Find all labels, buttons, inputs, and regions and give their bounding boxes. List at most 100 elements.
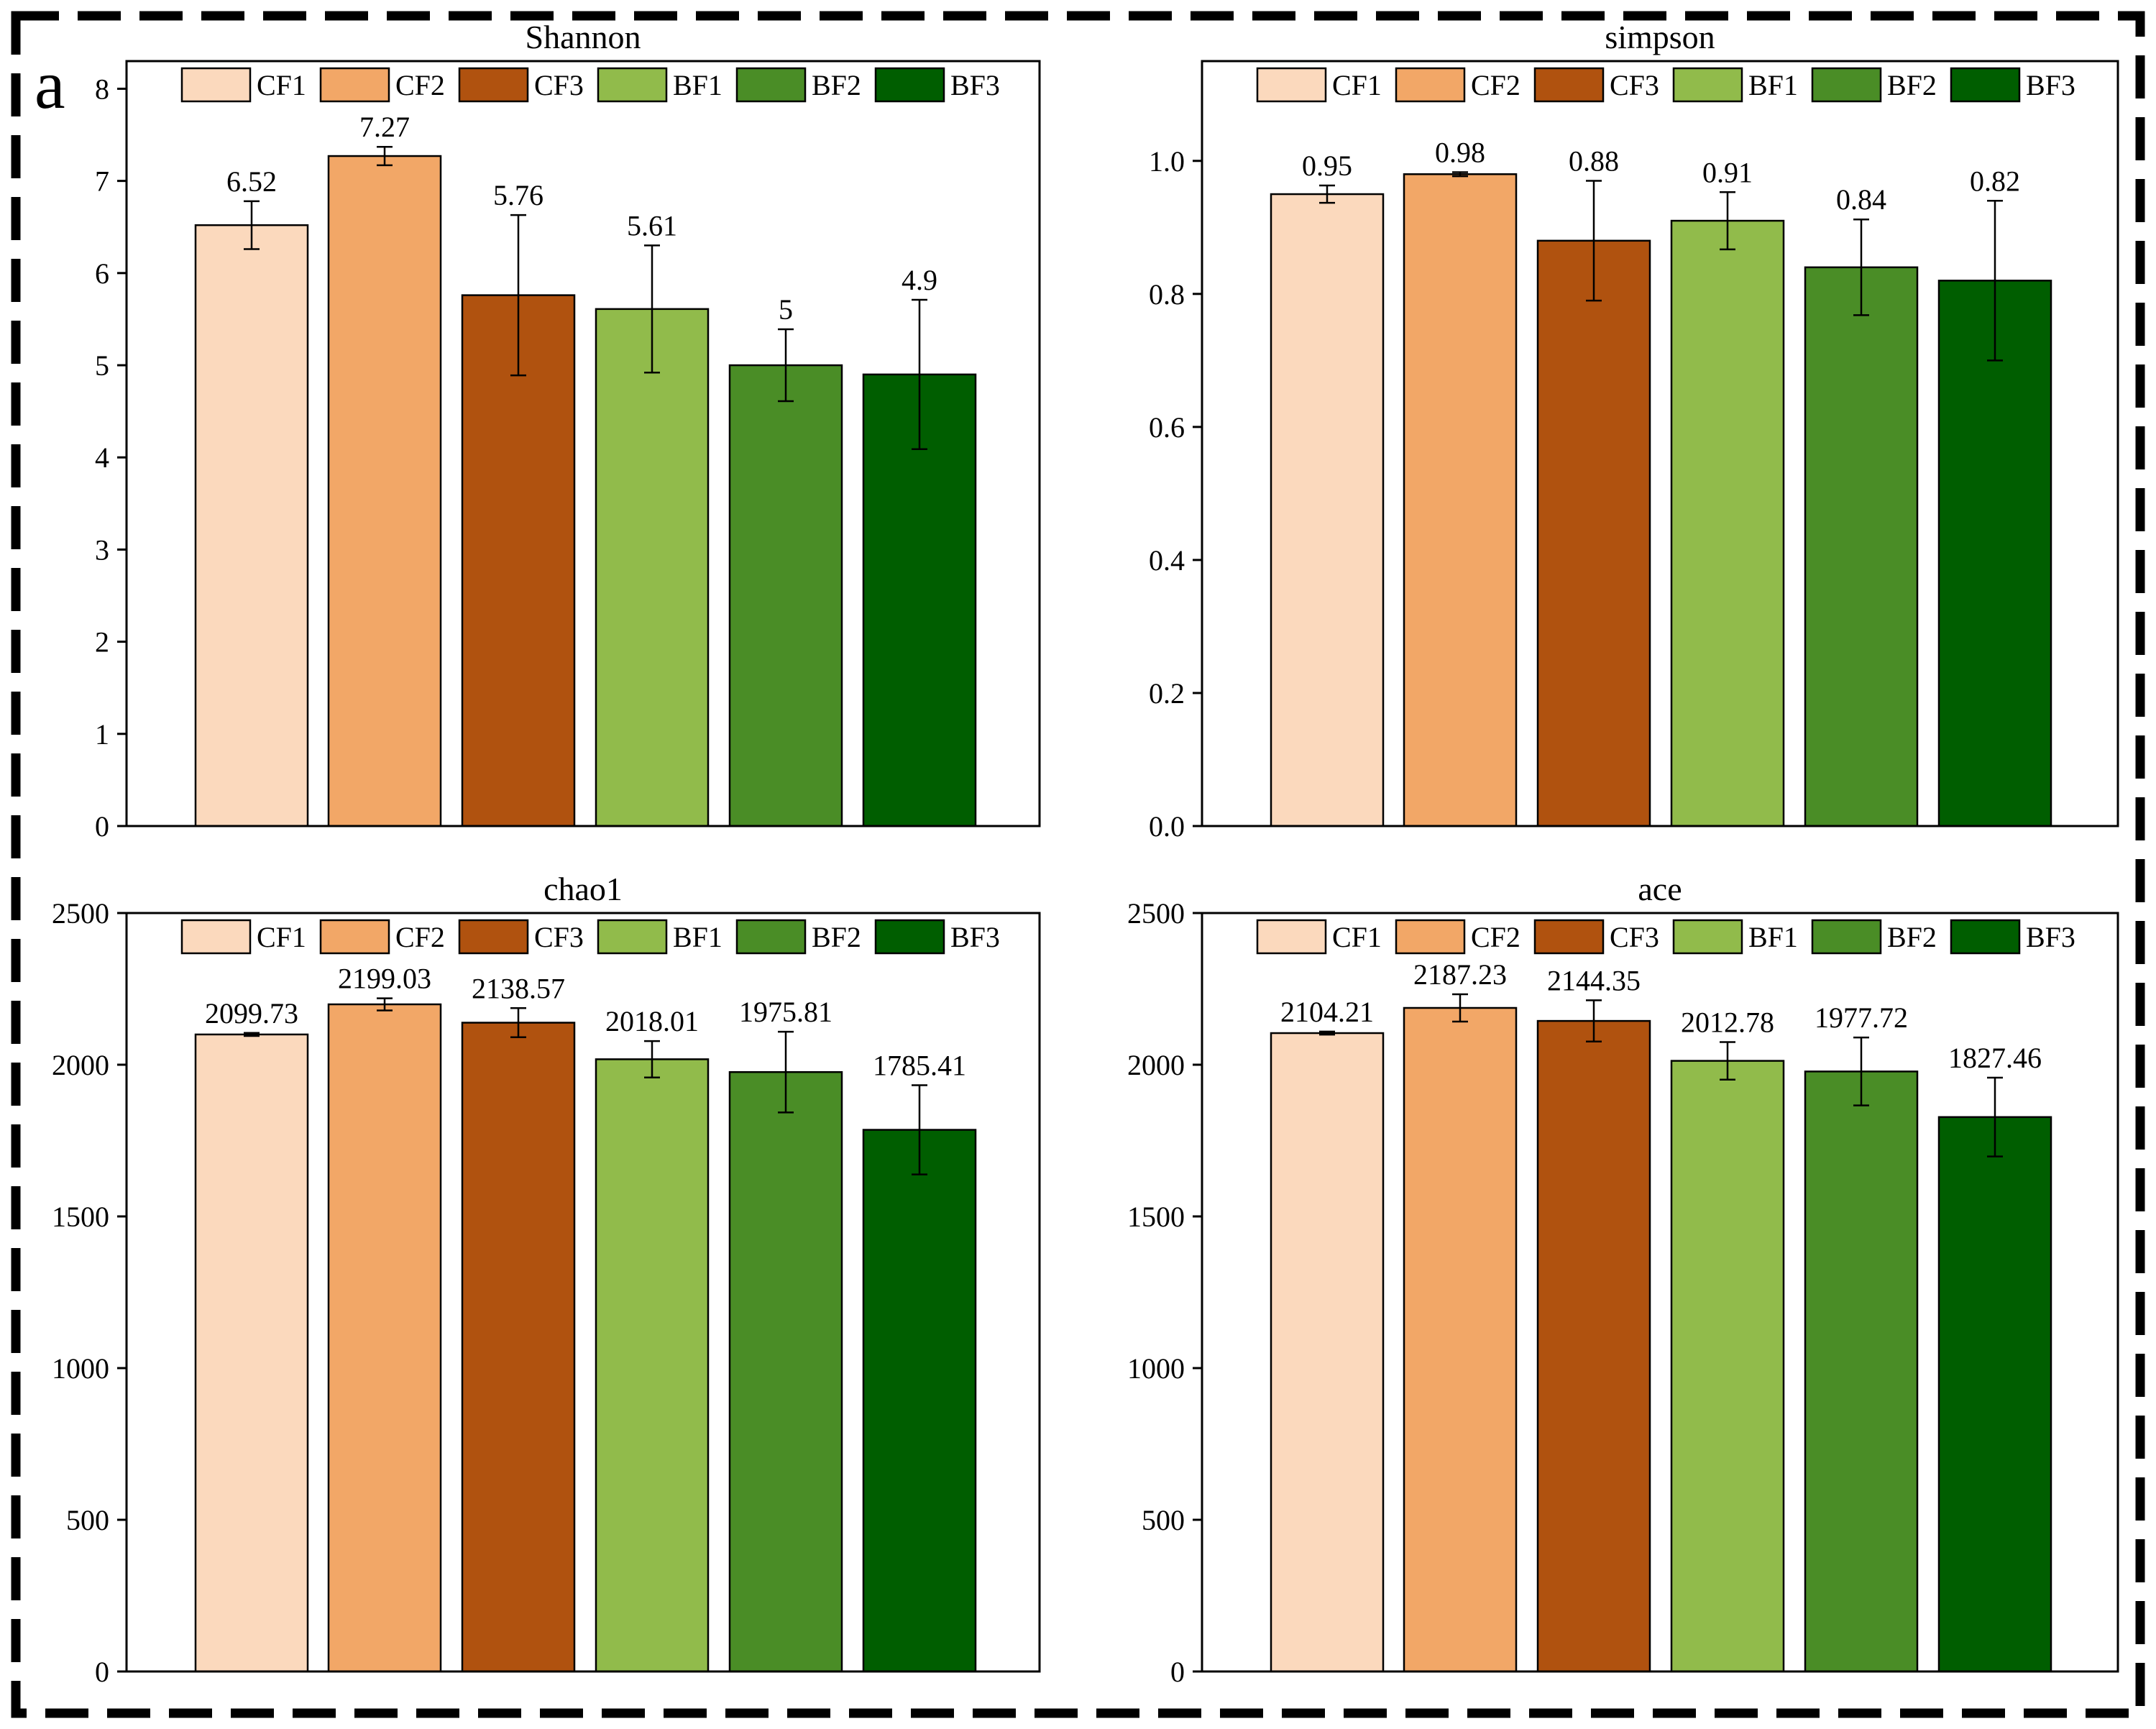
chart-panel-3: chao1 2099.73 2199.03 2138.57 2018.01 1975.81…: [52, 871, 1041, 1688]
legend-item-bf2: BF2: [735, 919, 861, 955]
bar-cf1: [194, 1033, 309, 1673]
value-label: 2012.78: [1681, 1006, 1774, 1038]
error-bar: [1319, 1030, 1335, 1036]
error-bar: [778, 1030, 794, 1114]
error-bar: [1452, 171, 1468, 178]
y-tick-label: 1500: [1127, 1201, 1185, 1233]
legend-swatch: [874, 67, 945, 103]
y-tick-label: 0.8: [1149, 278, 1185, 311]
legend-label: BF1: [673, 69, 723, 101]
legend-label: CF3: [1610, 69, 1659, 101]
value-label: 5: [779, 293, 793, 326]
legend-label: BF2: [812, 69, 861, 101]
y-tick-label: 2000: [1127, 1049, 1185, 1081]
value-label: 0.88: [1569, 145, 1619, 178]
bar-bf2: [728, 1070, 843, 1673]
y-tick-label: 2000: [52, 1049, 109, 1081]
y-tick-label: 0.6: [1149, 411, 1185, 444]
value-label: 2099.73: [205, 997, 298, 1029]
legend-swatch: [1395, 919, 1466, 955]
y-tick-label: 6: [95, 257, 109, 290]
error-bar: [377, 997, 393, 1012]
value-label: 0.91: [1702, 156, 1753, 188]
dashed-frame: [11, 11, 2145, 1718]
legend-item-cf2: CF2: [1395, 919, 1520, 955]
y-tick-label: 2500: [1127, 897, 1185, 930]
legend-label: CF3: [534, 69, 584, 101]
error-bar: [1853, 218, 1869, 316]
y-tick-label: 0: [95, 1656, 109, 1688]
legend-label: CF3: [1610, 921, 1659, 953]
error-bar: [1987, 1076, 2003, 1157]
bar-cf2: [1403, 1006, 1518, 1673]
legend-swatch: [1533, 67, 1605, 103]
chart-title: simpson: [1605, 19, 1715, 55]
error-bar: [377, 145, 393, 167]
bar-bf3: [862, 1129, 977, 1673]
y-tick-label: 0: [95, 810, 109, 843]
error-bar: [1319, 184, 1335, 204]
legend-item-cf3: CF3: [458, 67, 584, 103]
legend-swatch: [1811, 67, 1882, 103]
y-tick-label: 5: [95, 349, 109, 382]
error-bar: [1452, 993, 1468, 1023]
legend-label: BF3: [950, 921, 1000, 953]
legend-swatch: [458, 919, 529, 955]
legend-item-bf3: BF3: [1950, 919, 2075, 955]
legend-label: CF1: [257, 921, 306, 953]
legend-label: BF1: [1748, 921, 1798, 953]
legend-label: BF1: [1748, 69, 1798, 101]
bar-bf1: [595, 308, 710, 827]
chart-title: chao1: [543, 871, 623, 907]
error-bar: [778, 328, 794, 403]
chart-title: ace: [1638, 871, 1682, 907]
legend-label: CF2: [395, 921, 445, 953]
error-bar: [1586, 999, 1602, 1043]
error-bar: [510, 1007, 526, 1039]
legend-label: CF2: [1471, 921, 1520, 953]
legend-label: CF1: [1332, 921, 1382, 953]
y-tick-label: 1000: [1127, 1352, 1185, 1385]
error-bar: [912, 1084, 927, 1175]
error-bar: [244, 1032, 260, 1037]
error-bar: [1586, 180, 1602, 302]
value-label: 1975.81: [739, 996, 832, 1028]
bar-bf3: [1937, 280, 2052, 827]
legend-item-cf3: CF3: [1533, 919, 1659, 955]
legend-item-cf3: CF3: [458, 919, 584, 955]
error-bar: [912, 298, 927, 450]
value-label: 6.52: [226, 165, 277, 198]
legend-item-cf3: CF3: [1533, 67, 1659, 103]
error-bar: [644, 1040, 660, 1078]
legend-swatch: [1256, 67, 1327, 103]
legend-swatch: [319, 919, 390, 955]
y-tick-label: 0.0: [1149, 810, 1185, 843]
y-tick-label: 4: [95, 441, 109, 474]
value-label: 2187.23: [1413, 958, 1507, 991]
legend-item-bf1: BF1: [597, 67, 723, 103]
bar-cf1: [1270, 193, 1385, 827]
bar-cf2: [327, 1003, 442, 1673]
plot-frame: [125, 912, 1041, 1673]
legend-swatch: [180, 919, 252, 955]
bar-cf3: [1536, 239, 1651, 827]
legend-swatch: [735, 919, 807, 955]
value-label: 1827.46: [1948, 1042, 2042, 1074]
legend-item-cf1: CF1: [1256, 67, 1382, 103]
y-tick-label: 0.4: [1149, 544, 1185, 577]
legend-swatch: [458, 67, 529, 103]
bar-bf1: [1670, 1060, 1785, 1673]
value-label: 7.27: [359, 111, 410, 143]
legend-label: BF3: [950, 69, 1000, 101]
y-tick-label: 500: [1142, 1504, 1185, 1536]
value-label: 1977.72: [1815, 1001, 1908, 1034]
legend-item-bf3: BF3: [874, 919, 1000, 955]
error-bar: [244, 200, 260, 250]
y-tick-label: 1.0: [1149, 145, 1185, 178]
legend-label: CF2: [395, 69, 445, 101]
value-label: 5.76: [493, 179, 543, 211]
legend-swatch: [1950, 67, 2021, 103]
bar-bf2: [1804, 1070, 1919, 1673]
bar-cf2: [327, 155, 442, 827]
legend-label: BF2: [1887, 921, 1937, 953]
